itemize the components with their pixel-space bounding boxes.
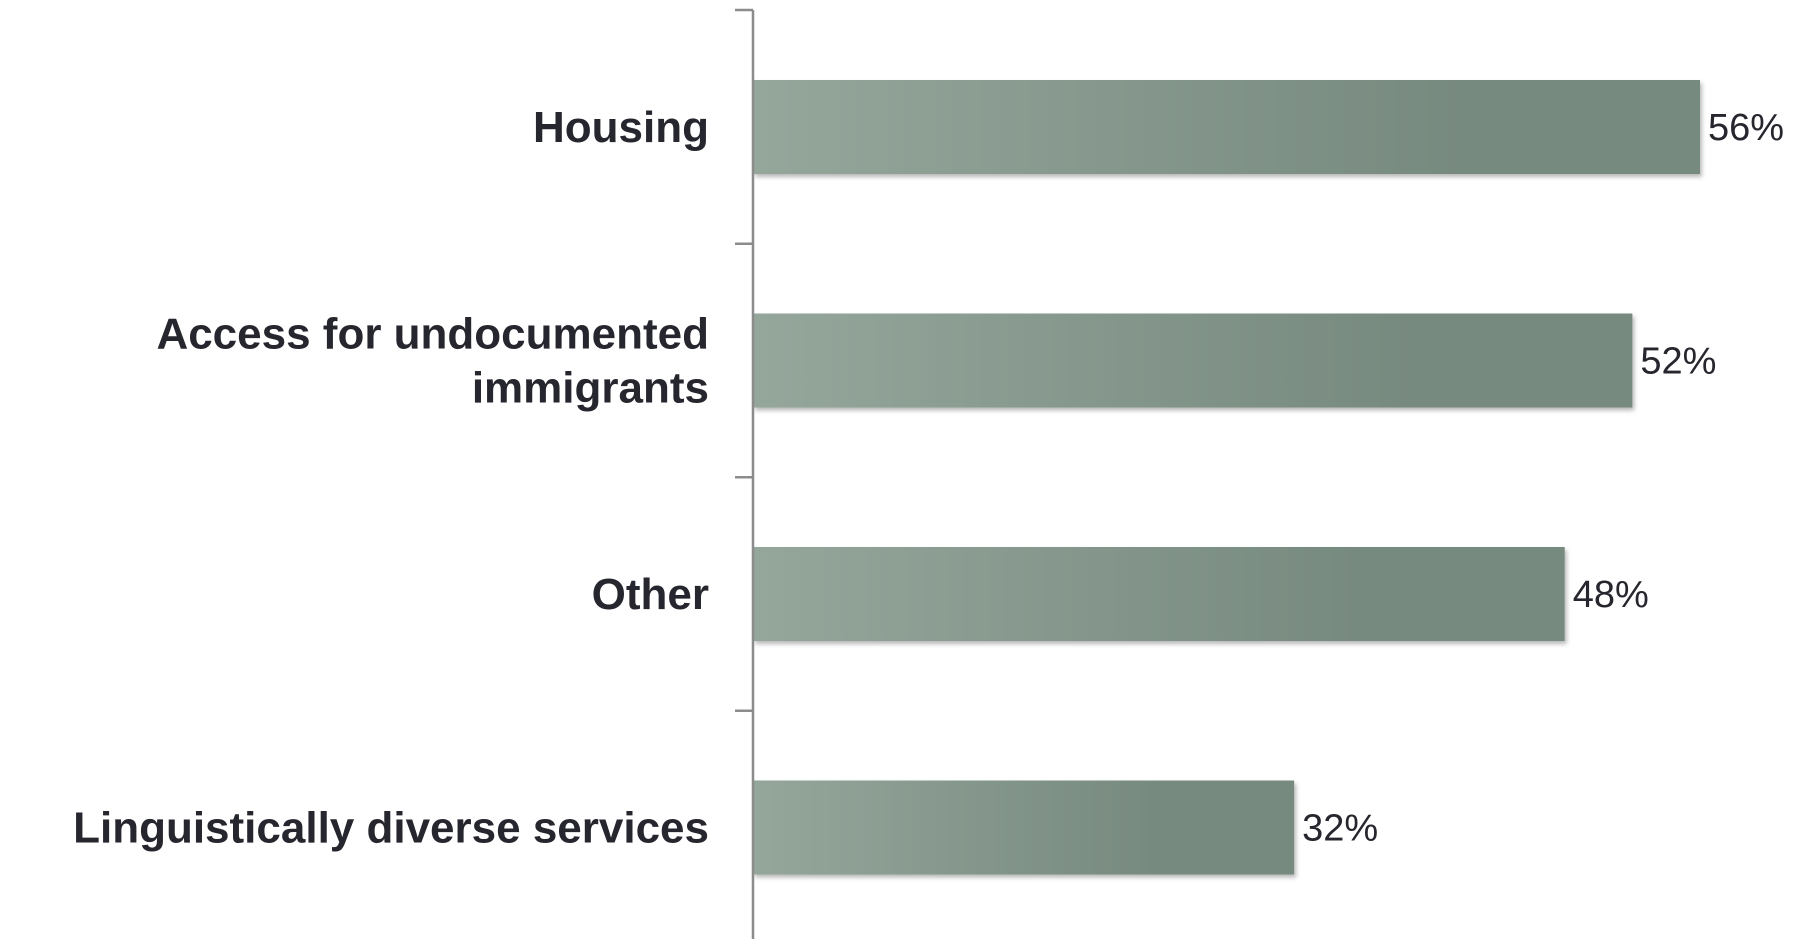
- category-label-line: Access for undocumented: [156, 310, 709, 359]
- bar-value-label: 48%: [1573, 574, 1649, 616]
- bar-value-label: 32%: [1302, 808, 1378, 850]
- category-label: Linguistically diverse services: [73, 804, 709, 853]
- bar: [753, 313, 1633, 408]
- category-label: Housing: [533, 103, 709, 152]
- category-axis: [735, 8, 755, 939]
- category-label-line: Linguistically diverse services: [73, 804, 709, 853]
- bar: [753, 547, 1565, 641]
- category-label-line: Housing: [533, 103, 709, 152]
- bars-layer: [753, 80, 1700, 875]
- labels-layer: 56% Housing 52% Access for undocumented immi…: [73, 103, 1784, 853]
- category-label-line: Other: [592, 570, 709, 619]
- category-label-line: immigrants: [472, 364, 709, 413]
- category-label: Access for undocumented immigrants: [156, 310, 709, 413]
- category-label: Other: [592, 570, 709, 619]
- bar: [753, 80, 1700, 174]
- bar-value-label: 52%: [1640, 341, 1716, 383]
- bar: [753, 780, 1295, 875]
- bar-value-label: 56%: [1708, 107, 1784, 149]
